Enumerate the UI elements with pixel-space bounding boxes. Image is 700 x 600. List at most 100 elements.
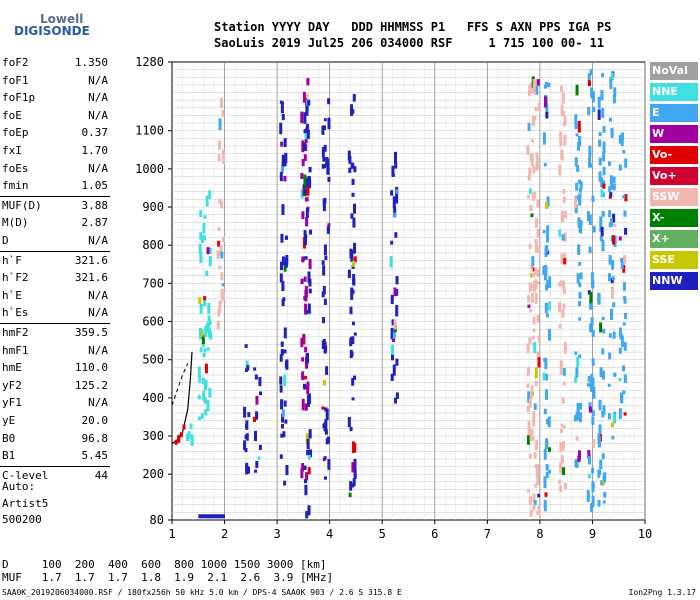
echo-mark <box>323 118 327 122</box>
echo-mark <box>197 416 201 421</box>
echo-mark <box>607 161 611 166</box>
echo-mark <box>543 162 547 167</box>
echo-mark <box>353 474 357 478</box>
echo-mark <box>559 461 563 474</box>
echo-mark <box>218 301 222 313</box>
echo-mark <box>394 397 398 404</box>
echo-mark <box>351 397 355 401</box>
echo-mark <box>199 210 203 218</box>
echo-mark <box>207 315 211 327</box>
echo-mark <box>300 111 304 124</box>
echo-mark <box>542 132 546 145</box>
echo-mark <box>543 408 547 415</box>
footer-version: Ion2Png 1.3.17 <box>628 588 696 597</box>
echo-mark <box>576 356 580 368</box>
echo-mark <box>527 489 531 493</box>
echo-mark <box>601 107 605 118</box>
echo-mark <box>608 117 612 122</box>
echo-mark <box>598 139 602 147</box>
echo-mark <box>530 385 534 396</box>
echo-mark <box>600 89 604 101</box>
echo-mark <box>577 300 581 307</box>
echo-mark <box>563 232 567 242</box>
echo-mark <box>545 244 549 254</box>
echo-mark <box>394 232 398 238</box>
echo-mark <box>187 431 191 440</box>
echo-mark <box>301 257 305 263</box>
echo-mark <box>221 149 225 158</box>
echo-mark <box>577 455 581 462</box>
param-name: foE <box>2 108 22 122</box>
echo-mark <box>203 300 207 307</box>
echo-mark <box>591 195 595 202</box>
echo-mark <box>283 374 287 386</box>
param-row: MUF(D) 3.88 <box>2 199 108 213</box>
param-name: foF1p <box>2 91 36 105</box>
echo-mark <box>350 287 354 292</box>
param-value: 110.0 <box>74 361 108 375</box>
param-separator <box>0 250 110 252</box>
param-value: 359.5 <box>74 326 108 339</box>
echo-mark <box>393 212 397 218</box>
param-name: foEp <box>2 126 29 140</box>
echo-mark <box>323 298 327 305</box>
echo-mark <box>304 375 308 380</box>
echo-mark <box>244 447 248 453</box>
legend-item: W <box>650 125 698 143</box>
echo-mark <box>610 72 614 81</box>
legend-item: NNE <box>650 83 698 101</box>
param-value: 125.2 <box>74 378 108 392</box>
echo-mark <box>611 422 615 428</box>
echo-mark <box>578 354 582 359</box>
echo-mark <box>529 308 533 312</box>
echo-mark <box>281 113 285 121</box>
echo-mark <box>528 337 532 344</box>
echo-mark <box>612 331 616 339</box>
echo-mark <box>623 295 627 300</box>
echo-mark <box>309 229 313 235</box>
echo-mark <box>612 302 616 308</box>
echo-mark <box>579 220 583 226</box>
echo-mark <box>304 289 308 302</box>
echo-mark <box>353 469 357 480</box>
echo-mark <box>352 478 356 487</box>
echo-mark <box>560 253 564 264</box>
echo-mark <box>304 479 308 484</box>
echo-mark <box>530 394 534 399</box>
echo-mark <box>243 406 247 418</box>
echo-mark <box>530 265 534 270</box>
echo-mark <box>609 175 613 186</box>
echo-mark <box>198 243 202 255</box>
echo-mark <box>255 395 259 405</box>
echo-mark <box>561 92 565 104</box>
echo-mark <box>301 398 305 411</box>
echo-mark <box>307 467 311 475</box>
echo-mark <box>283 327 287 339</box>
echo-mark <box>205 195 209 207</box>
echo-mark <box>548 301 552 311</box>
echo-mark <box>607 383 611 387</box>
echo-mark <box>530 213 534 218</box>
echo-mark <box>283 400 287 407</box>
echo-mark <box>393 206 397 218</box>
echo-mark <box>394 162 398 169</box>
echo-mark <box>623 412 627 416</box>
echo-mark <box>618 236 622 241</box>
echo-mark <box>301 463 305 472</box>
echo-mark <box>575 460 579 468</box>
echo-mark <box>602 141 606 154</box>
echo-mark <box>528 85 532 90</box>
echo-mark <box>600 226 604 237</box>
echo-mark <box>353 166 357 173</box>
echo-mark <box>220 272 224 281</box>
echo-mark <box>322 198 326 206</box>
echo-mark <box>530 292 534 303</box>
echo-mark <box>587 290 591 295</box>
echo-mark <box>244 344 248 348</box>
echo-mark <box>532 410 536 420</box>
echo-mark <box>588 455 592 459</box>
echo-mark <box>395 192 399 204</box>
echo-mark <box>325 366 329 375</box>
echo-mark <box>216 320 220 330</box>
y-tick-label: 800 <box>142 238 164 252</box>
